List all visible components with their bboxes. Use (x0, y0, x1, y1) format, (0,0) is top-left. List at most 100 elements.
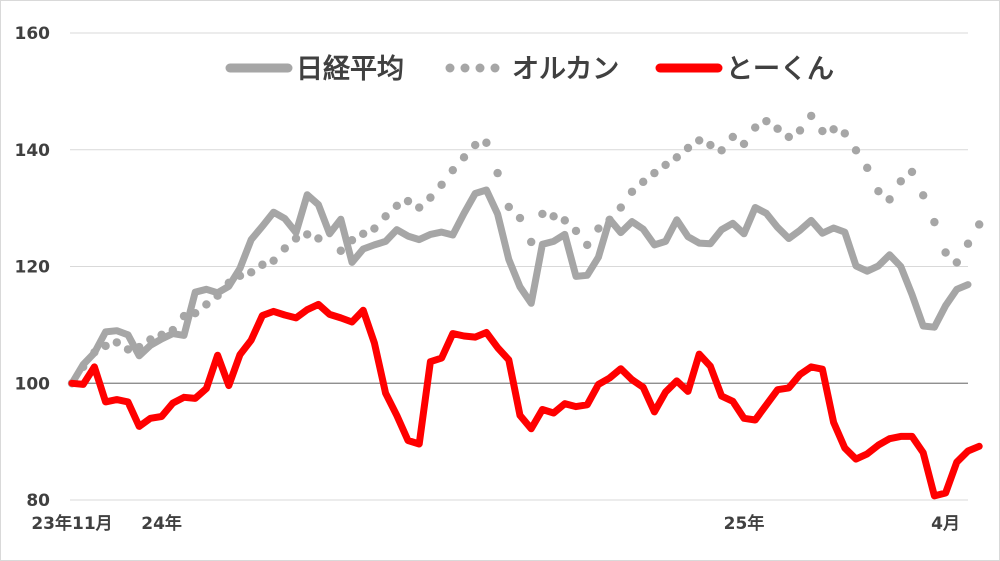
data-point-orcan (661, 160, 670, 170)
data-point-orcan (683, 143, 693, 153)
gridlines (70, 32, 968, 501)
data-point-orcan (650, 168, 659, 178)
data-point-orcan (247, 268, 256, 277)
legend-label: とーくん (726, 54, 834, 85)
data-point-orcan (79, 362, 88, 372)
data-point-orcan (829, 125, 838, 134)
data-point-orcan (706, 140, 715, 150)
data-point-orcan (807, 111, 816, 121)
legend-item: オルカン (445, 54, 619, 85)
data-point-orcan (627, 187, 637, 196)
data-point-orcan (695, 136, 704, 145)
data-point-orcan (112, 338, 122, 347)
data-point-orcan (795, 126, 805, 135)
legend: 日経平均 オルカン とーくん (225, 53, 834, 85)
x-axis-tick-labels: 23年11月 24年 25年 4月 (31, 513, 960, 534)
y-tick-label: 120 (15, 258, 51, 278)
data-point-orcan (515, 213, 525, 223)
data-point-orcan (303, 230, 312, 239)
data-point-orcan (963, 239, 973, 248)
data-point-orcan (952, 258, 961, 267)
data-point-orcan (314, 234, 323, 243)
data-point-orcan (571, 226, 581, 236)
data-point-orcan (538, 209, 547, 219)
y-tick-label: 80 (26, 491, 50, 511)
data-point-orcan (325, 227, 334, 236)
data-point-orcan (840, 129, 849, 138)
data-point-orcan (448, 165, 457, 175)
data-point-orcan (426, 193, 435, 202)
legend-label: オルカン (512, 54, 619, 85)
series-group (67, 111, 984, 500)
data-point-orcan (493, 168, 502, 178)
data-point-orcan (594, 224, 603, 233)
y-axis-tick-labels: 80 100 120 140 160 (15, 24, 51, 511)
data-point-orcan (459, 153, 469, 162)
data-point-orcan (941, 248, 950, 257)
legend-dotted-marker (475, 63, 485, 73)
data-point-orcan (784, 132, 793, 142)
data-point-orcan (370, 224, 379, 233)
data-point-orcan (616, 203, 625, 212)
data-point-orcan (415, 203, 424, 212)
x-tick-label: 24年 (141, 513, 182, 534)
data-point-orcan (762, 116, 771, 126)
data-point-orcan (482, 138, 491, 147)
data-point-orcan (896, 177, 905, 186)
data-point-orcan (291, 234, 301, 243)
data-point-orcan (560, 216, 569, 225)
data-point-orcan (213, 291, 222, 300)
data-point-orcan (224, 278, 233, 288)
data-point-orcan (504, 202, 513, 212)
legend-dotted-marker (460, 63, 470, 73)
data-point-orcan (717, 146, 726, 155)
y-tick-label: 160 (15, 24, 51, 44)
data-point-orcan (885, 195, 894, 204)
x-tick-label: 4月 (931, 514, 960, 534)
data-point-orcan (739, 139, 749, 149)
legend-label: 日経平均 (296, 53, 404, 85)
data-point-orcan (101, 341, 110, 351)
data-point-orcan (336, 246, 345, 255)
data-point-orcan (403, 196, 413, 206)
data-point-orcan (773, 124, 782, 133)
data-point-orcan (123, 345, 133, 354)
data-point-orcan (202, 300, 211, 309)
data-point-orcan (471, 140, 480, 150)
data-point-orcan (549, 212, 558, 221)
data-point-orcan (919, 191, 928, 200)
data-point-orcan (605, 215, 614, 224)
data-point-orcan (930, 217, 939, 227)
data-point-orcan (179, 311, 189, 321)
data-point-orcan (280, 244, 289, 253)
data-point-orcan (639, 177, 648, 187)
data-point-orcan (527, 237, 536, 247)
series-orcan (67, 111, 984, 388)
data-point-orcan (269, 256, 278, 265)
legend-item: とーくん (655, 54, 834, 85)
series-nikkei-line (68, 186, 972, 387)
data-point-orcan (359, 229, 368, 239)
y-tick-label: 140 (15, 141, 51, 161)
data-point-orcan (863, 163, 872, 173)
data-point-orcan (381, 212, 390, 221)
data-point-orcan (235, 271, 245, 281)
series-tookun-line (68, 300, 983, 500)
data-point-orcan (168, 325, 177, 335)
data-point-orcan (157, 330, 166, 339)
data-point-orcan (191, 309, 200, 318)
data-point-orcan (258, 260, 267, 269)
legend-dotted-marker (490, 63, 500, 73)
data-point-orcan (672, 153, 681, 162)
data-point-orcan (437, 180, 446, 189)
data-point-orcan (583, 240, 592, 250)
data-point-orcan (90, 348, 99, 357)
data-point-orcan (975, 220, 984, 229)
legend-dotted-marker (445, 63, 455, 73)
data-point-orcan (135, 342, 144, 352)
data-point-orcan (907, 167, 917, 177)
data-point-orcan (818, 126, 827, 136)
y-tick-label: 100 (15, 374, 51, 394)
